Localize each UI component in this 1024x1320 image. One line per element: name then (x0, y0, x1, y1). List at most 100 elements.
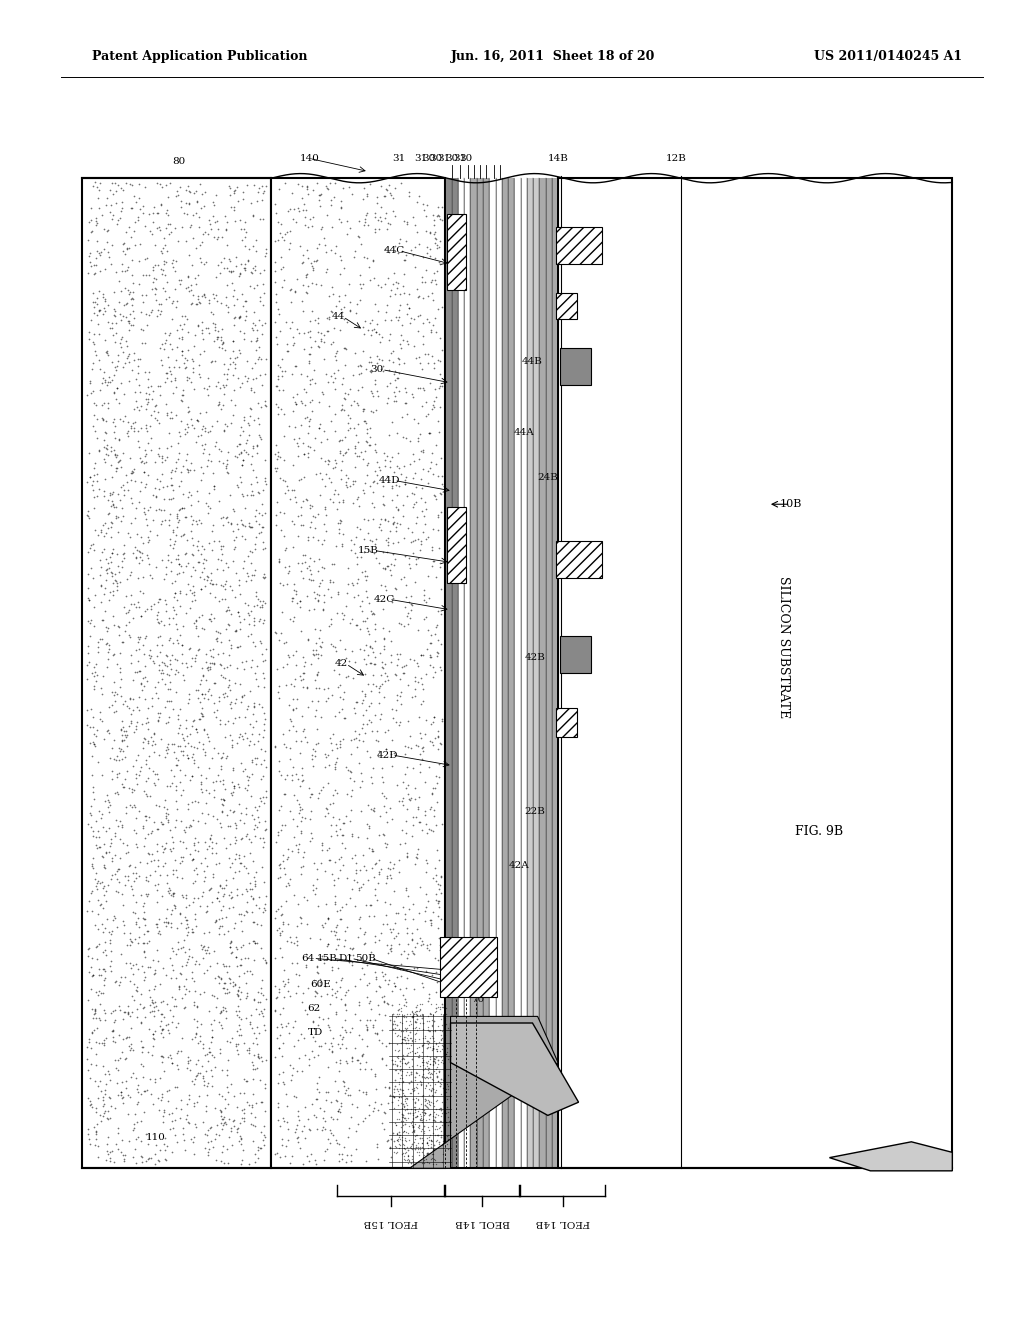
Point (427, 1020, 443, 1041)
Point (92, 709, 109, 730)
Point (111, 483, 127, 504)
Point (160, 186, 176, 207)
Point (198, 318, 214, 339)
Point (216, 686, 232, 708)
Point (227, 537, 244, 558)
Point (108, 750, 124, 771)
Point (400, 886, 417, 907)
Point (433, 447, 450, 469)
Point (207, 319, 223, 341)
Point (250, 181, 266, 202)
Point (177, 507, 194, 528)
Point (392, 1026, 409, 1047)
Point (329, 981, 345, 1002)
Point (188, 293, 205, 314)
Point (178, 556, 195, 577)
Point (254, 176, 270, 197)
Point (421, 1027, 437, 1048)
Point (207, 1057, 223, 1078)
Point (403, 686, 420, 708)
Point (123, 652, 139, 673)
Point (284, 290, 300, 312)
Point (226, 199, 243, 220)
Point (310, 335, 327, 356)
Point (310, 733, 327, 754)
Point (143, 735, 160, 756)
Point (396, 1030, 413, 1051)
Point (302, 391, 318, 412)
Point (269, 442, 286, 463)
Point (219, 363, 236, 384)
Point (174, 326, 190, 347)
Point (217, 956, 233, 977)
Point (208, 706, 224, 727)
Point (114, 327, 130, 348)
Point (378, 302, 394, 323)
Point (126, 399, 142, 420)
Point (189, 640, 206, 661)
Point (425, 1039, 441, 1060)
Point (84, 331, 100, 352)
Point (94, 408, 111, 429)
Point (349, 293, 366, 314)
Point (174, 455, 190, 477)
Point (244, 1094, 260, 1115)
Point (422, 1104, 438, 1125)
Point (98, 656, 115, 677)
Point (135, 667, 152, 688)
Point (418, 405, 434, 426)
Point (337, 638, 353, 659)
Point (94, 711, 111, 733)
Point (245, 1055, 261, 1076)
Point (219, 1049, 236, 1071)
Point (148, 525, 165, 546)
Point (145, 978, 162, 999)
Point (290, 1105, 306, 1126)
Point (83, 1053, 99, 1074)
Point (89, 177, 105, 198)
Point (253, 791, 269, 812)
Point (359, 644, 376, 665)
Point (84, 359, 100, 380)
Point (414, 673, 430, 694)
Point (394, 1144, 411, 1166)
Point (377, 663, 393, 684)
Point (419, 1142, 435, 1163)
Point (166, 882, 182, 903)
Point (372, 677, 388, 698)
Point (349, 516, 366, 537)
Point (191, 690, 208, 711)
Point (241, 1154, 257, 1175)
Point (411, 1018, 427, 1039)
Point (342, 218, 358, 239)
Point (364, 638, 380, 659)
Point (428, 998, 444, 1019)
Point (152, 1016, 168, 1038)
Point (423, 1078, 439, 1100)
Point (125, 315, 141, 337)
Point (106, 356, 123, 378)
Point (292, 597, 308, 618)
Point (95, 525, 112, 546)
Point (413, 667, 429, 688)
Point (174, 652, 190, 673)
Point (307, 981, 324, 1002)
Point (213, 1101, 229, 1122)
Point (432, 656, 449, 677)
Point (94, 846, 111, 867)
Point (416, 609, 432, 630)
Point (292, 743, 308, 764)
Point (430, 738, 446, 759)
Point (383, 937, 399, 958)
Point (365, 841, 381, 862)
Point (121, 351, 137, 372)
Point (218, 374, 234, 395)
Point (364, 693, 380, 714)
Point (414, 1035, 430, 1056)
Point (401, 284, 418, 305)
Point (147, 1068, 164, 1089)
Point (226, 708, 243, 729)
Point (155, 842, 171, 863)
Point (168, 747, 184, 768)
Point (428, 890, 444, 911)
